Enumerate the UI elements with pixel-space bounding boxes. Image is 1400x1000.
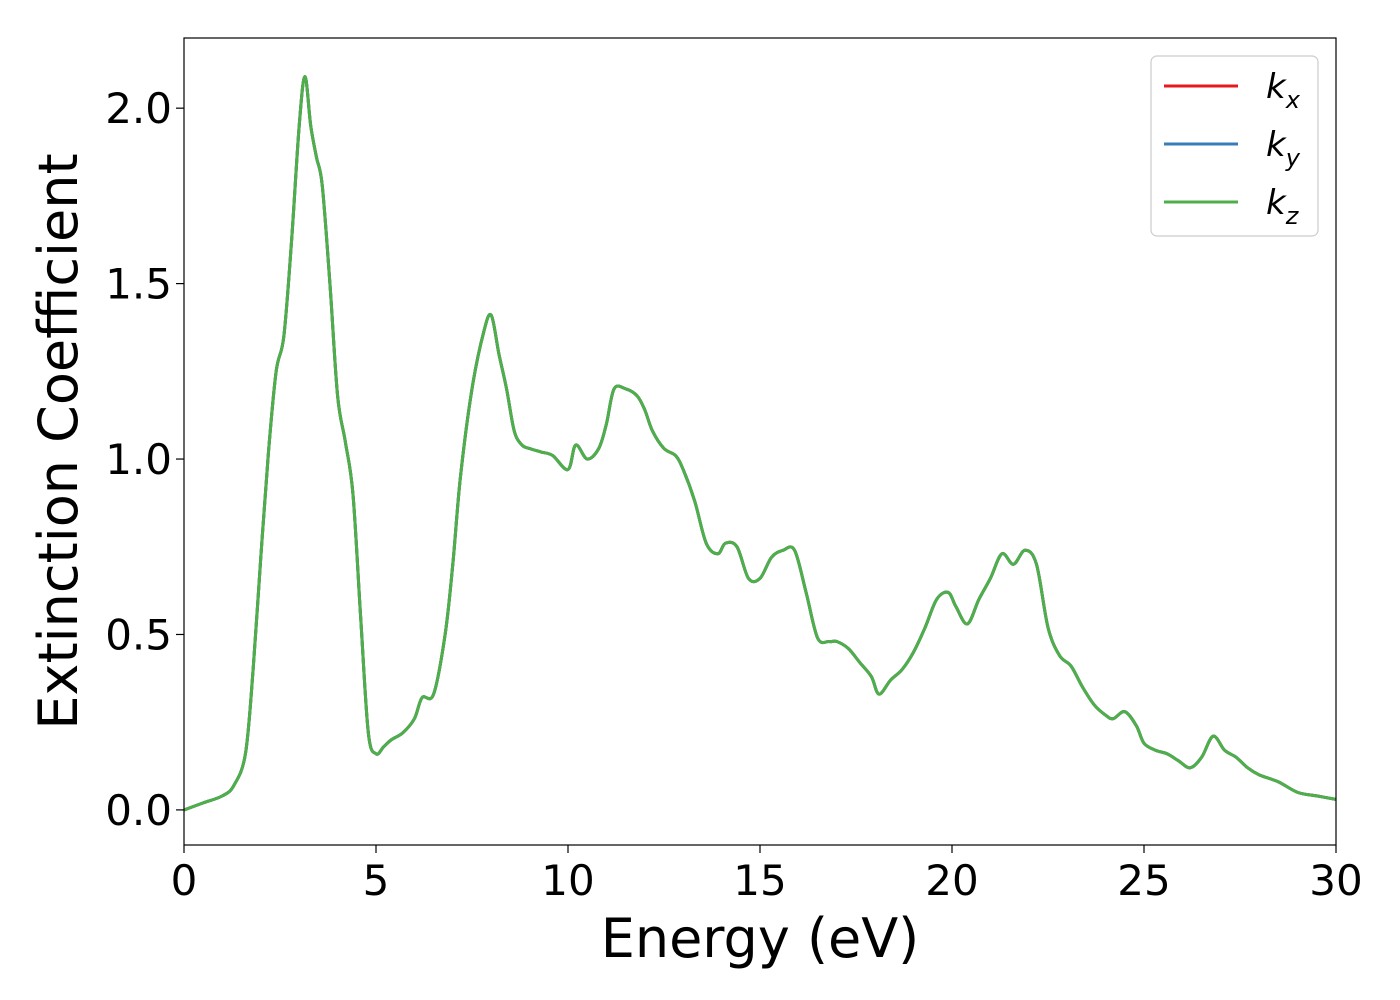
x-tick-label: 0 (171, 856, 198, 905)
x-tick-label: 15 (733, 856, 786, 905)
x-tick-label: 25 (1117, 856, 1170, 905)
legend-item-ky: ky (1164, 125, 1301, 172)
y-tick-label: 2.0 (105, 84, 172, 133)
x-tick-label: 30 (1309, 856, 1362, 905)
x-axis-title: Energy (eV) (601, 907, 920, 970)
x-axis-ticks: 0 5 10 15 20 25 30 (171, 845, 1363, 905)
y-axis-title: Extinction Coefficient (27, 153, 90, 729)
series-layer (184, 75, 1336, 812)
legend-box (1150, 55, 1319, 237)
legend-item-kx: kx (1164, 67, 1301, 114)
y-tick-label: 1.0 (105, 435, 172, 484)
y-axis-ticks: 0.0 0.5 1.0 1.5 2.0 (105, 84, 184, 835)
series-line-kz (184, 75, 1336, 812)
x-tick-label: 10 (541, 856, 594, 905)
x-tick-label: 5 (363, 856, 390, 905)
y-tick-label: 0.0 (105, 786, 172, 835)
y-tick-label: 0.5 (105, 610, 172, 659)
legend-label: kx (1266, 67, 1301, 114)
x-tick-label: 20 (925, 856, 978, 905)
y-tick-label: 1.5 (105, 260, 172, 309)
legend-label: ky (1266, 125, 1301, 172)
